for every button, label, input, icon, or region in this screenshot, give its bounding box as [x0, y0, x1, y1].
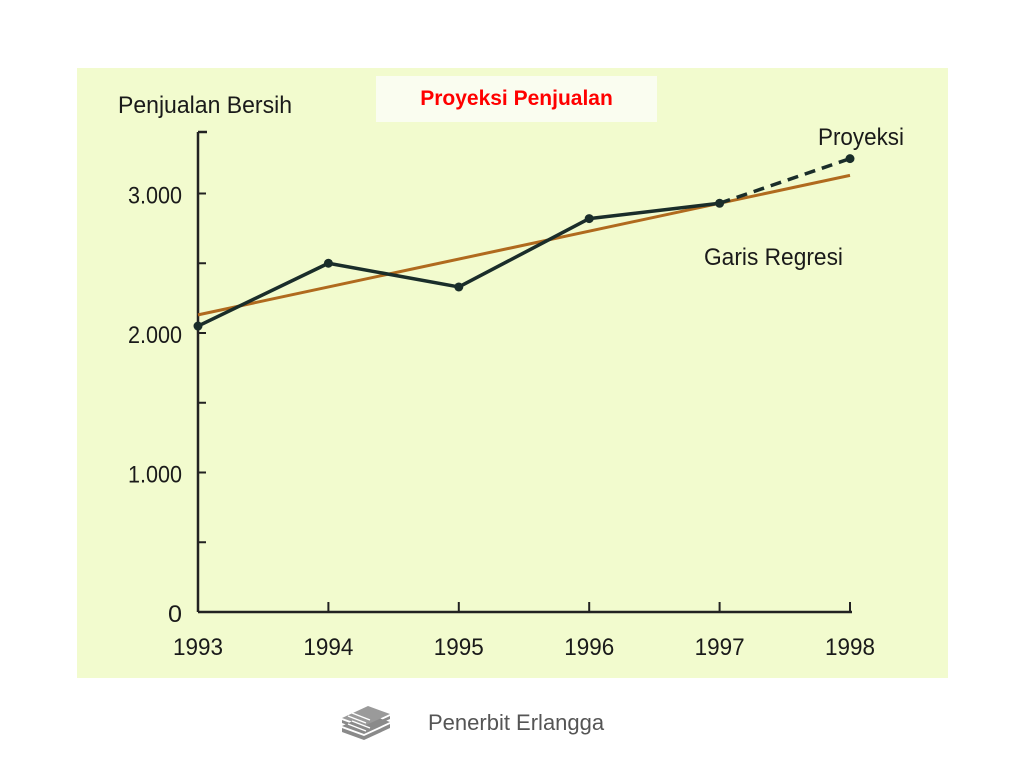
- x-tick-label: 1997: [695, 634, 745, 661]
- regression-line: [197, 173, 851, 317]
- y-tick-label: 0: [168, 601, 182, 628]
- regression-annotation: Garis Regresi: [704, 244, 843, 271]
- data-point: [323, 258, 333, 268]
- slide-title: Proyeksi Penjualan: [420, 87, 613, 110]
- data-point: [193, 321, 203, 331]
- projection-line: [719, 156, 851, 205]
- projection-point: [845, 154, 855, 164]
- y-tick-label: 3.000: [128, 183, 182, 210]
- line-chart: 0 1.000 2.000 3.000 1993 1994 1995 1996 1997 1998…: [118, 92, 904, 661]
- stacked-books-icon: [338, 698, 394, 749]
- data-point: [454, 282, 464, 292]
- y-tick-label: 1.000: [128, 462, 182, 489]
- x-tick-label: 1995: [434, 634, 484, 661]
- footer: Penerbit Erlangga: [338, 700, 604, 746]
- y-axis-title: Penjualan Bersih: [118, 92, 292, 119]
- x-tick-label: 1998: [825, 634, 875, 661]
- data-point: [584, 214, 594, 224]
- x-tick-label: 1993: [173, 634, 223, 661]
- data-point: [715, 198, 725, 208]
- slide-title-box: Proyeksi Penjualan: [376, 76, 657, 122]
- publisher-name: Penerbit Erlangga: [428, 710, 605, 735]
- y-tick-label: 2.000: [128, 322, 182, 349]
- projection-annotation: Proyeksi: [818, 124, 904, 151]
- x-tick-label: 1996: [564, 634, 614, 661]
- actual-sales-line: [197, 201, 720, 328]
- x-tick-label: 1994: [303, 634, 353, 661]
- chart-panel: 0 1.000 2.000 3.000 1993 1994 1995 1996 1997 1998…: [77, 68, 948, 678]
